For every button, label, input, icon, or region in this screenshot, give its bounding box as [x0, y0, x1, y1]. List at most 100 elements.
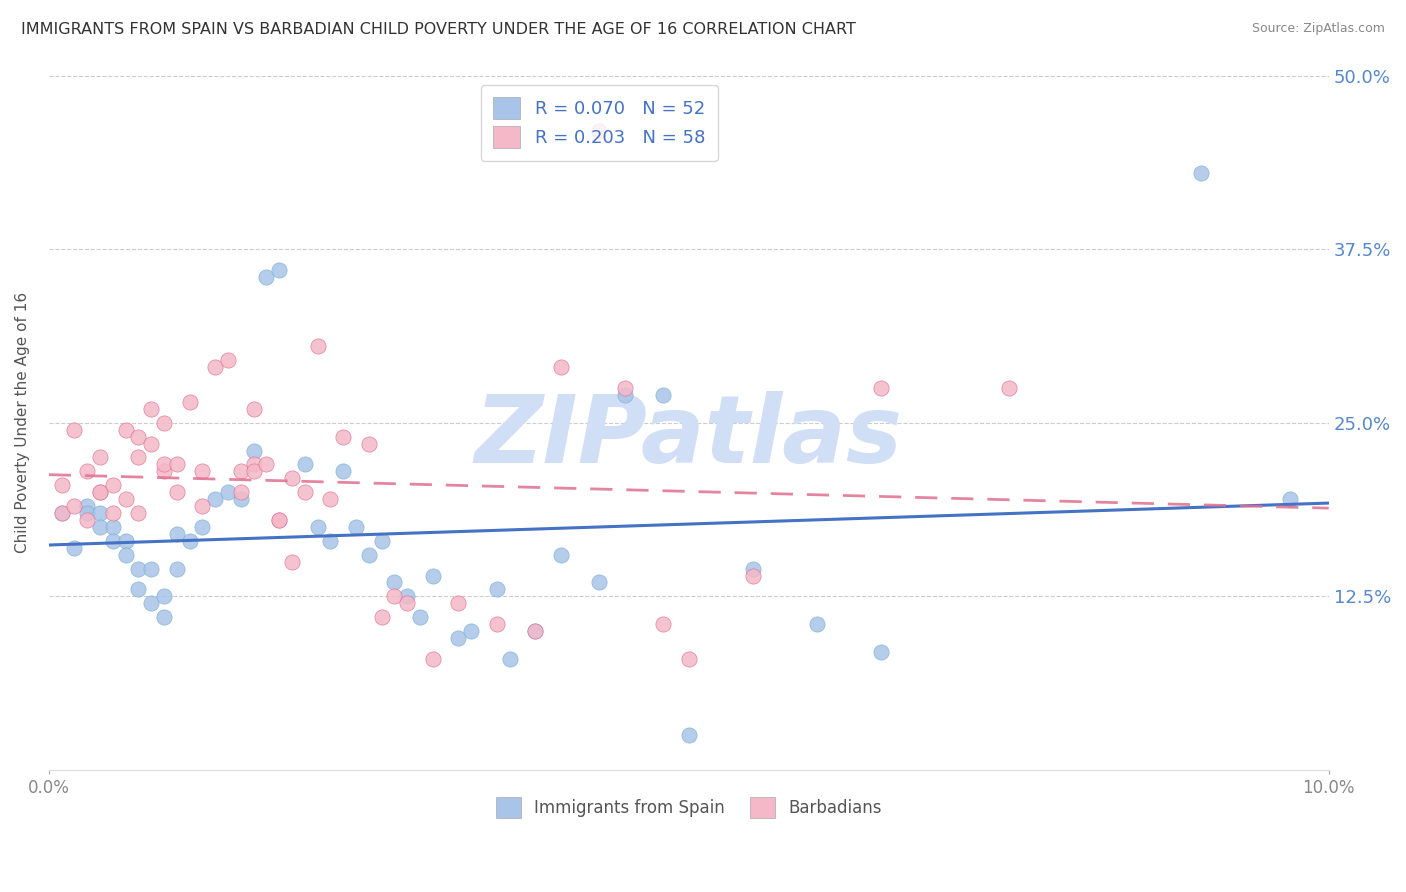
- Point: [613, 388, 636, 402]
- Point: [382, 590, 405, 604]
- Point: [460, 624, 482, 639]
- Point: [153, 590, 176, 604]
- Point: [498, 652, 520, 666]
- Point: [89, 520, 111, 534]
- Point: [294, 458, 316, 472]
- Point: [550, 360, 572, 375]
- Text: ZIPatlas: ZIPatlas: [475, 391, 903, 483]
- Point: [281, 555, 304, 569]
- Point: [242, 401, 264, 416]
- Legend: Immigrants from Spain, Barbadians: Immigrants from Spain, Barbadians: [489, 790, 889, 824]
- Point: [550, 548, 572, 562]
- Point: [319, 533, 342, 548]
- Point: [166, 561, 188, 575]
- Point: [127, 506, 149, 520]
- Point: [485, 617, 508, 632]
- Point: [344, 520, 367, 534]
- Point: [89, 506, 111, 520]
- Point: [678, 652, 700, 666]
- Point: [229, 485, 252, 500]
- Point: [307, 339, 329, 353]
- Point: [204, 360, 226, 375]
- Point: [588, 575, 610, 590]
- Point: [447, 596, 470, 610]
- Point: [1189, 166, 1212, 180]
- Point: [153, 416, 176, 430]
- Point: [524, 624, 547, 639]
- Point: [153, 610, 176, 624]
- Point: [179, 533, 201, 548]
- Point: [217, 485, 239, 500]
- Point: [166, 527, 188, 541]
- Point: [101, 533, 124, 548]
- Point: [76, 499, 98, 513]
- Point: [51, 478, 73, 492]
- Text: Source: ZipAtlas.com: Source: ZipAtlas.com: [1251, 22, 1385, 36]
- Point: [76, 506, 98, 520]
- Point: [89, 485, 111, 500]
- Point: [76, 464, 98, 478]
- Point: [357, 436, 380, 450]
- Point: [869, 645, 891, 659]
- Point: [281, 471, 304, 485]
- Point: [153, 458, 176, 472]
- Point: [409, 610, 432, 624]
- Point: [997, 381, 1019, 395]
- Point: [254, 269, 277, 284]
- Point: [179, 395, 201, 409]
- Point: [166, 458, 188, 472]
- Point: [127, 430, 149, 444]
- Point: [63, 499, 86, 513]
- Point: [76, 513, 98, 527]
- Point: [447, 631, 470, 645]
- Point: [524, 624, 547, 639]
- Point: [191, 520, 214, 534]
- Point: [141, 401, 163, 416]
- Point: [101, 478, 124, 492]
- Point: [678, 728, 700, 742]
- Point: [141, 561, 163, 575]
- Point: [422, 652, 444, 666]
- Point: [242, 464, 264, 478]
- Y-axis label: Child Poverty Under the Age of 16: Child Poverty Under the Age of 16: [15, 293, 30, 553]
- Point: [127, 450, 149, 465]
- Point: [63, 423, 86, 437]
- Point: [382, 575, 405, 590]
- Point: [127, 561, 149, 575]
- Point: [269, 263, 291, 277]
- Point: [63, 541, 86, 555]
- Point: [269, 513, 291, 527]
- Point: [332, 464, 354, 478]
- Point: [370, 610, 392, 624]
- Point: [1279, 492, 1302, 507]
- Point: [204, 492, 226, 507]
- Point: [229, 492, 252, 507]
- Point: [191, 464, 214, 478]
- Point: [652, 388, 675, 402]
- Point: [101, 520, 124, 534]
- Point: [422, 568, 444, 582]
- Point: [114, 533, 136, 548]
- Point: [127, 582, 149, 597]
- Point: [166, 485, 188, 500]
- Point: [51, 506, 73, 520]
- Point: [229, 464, 252, 478]
- Point: [89, 485, 111, 500]
- Point: [613, 381, 636, 395]
- Text: IMMIGRANTS FROM SPAIN VS BARBADIAN CHILD POVERTY UNDER THE AGE OF 16 CORRELATION: IMMIGRANTS FROM SPAIN VS BARBADIAN CHILD…: [21, 22, 856, 37]
- Point: [141, 436, 163, 450]
- Point: [114, 548, 136, 562]
- Point: [869, 381, 891, 395]
- Point: [294, 485, 316, 500]
- Point: [51, 506, 73, 520]
- Point: [741, 568, 763, 582]
- Point: [307, 520, 329, 534]
- Point: [588, 124, 610, 138]
- Point: [114, 492, 136, 507]
- Point: [319, 492, 342, 507]
- Point: [357, 548, 380, 562]
- Point: [114, 423, 136, 437]
- Point: [242, 458, 264, 472]
- Point: [269, 513, 291, 527]
- Point: [806, 617, 828, 632]
